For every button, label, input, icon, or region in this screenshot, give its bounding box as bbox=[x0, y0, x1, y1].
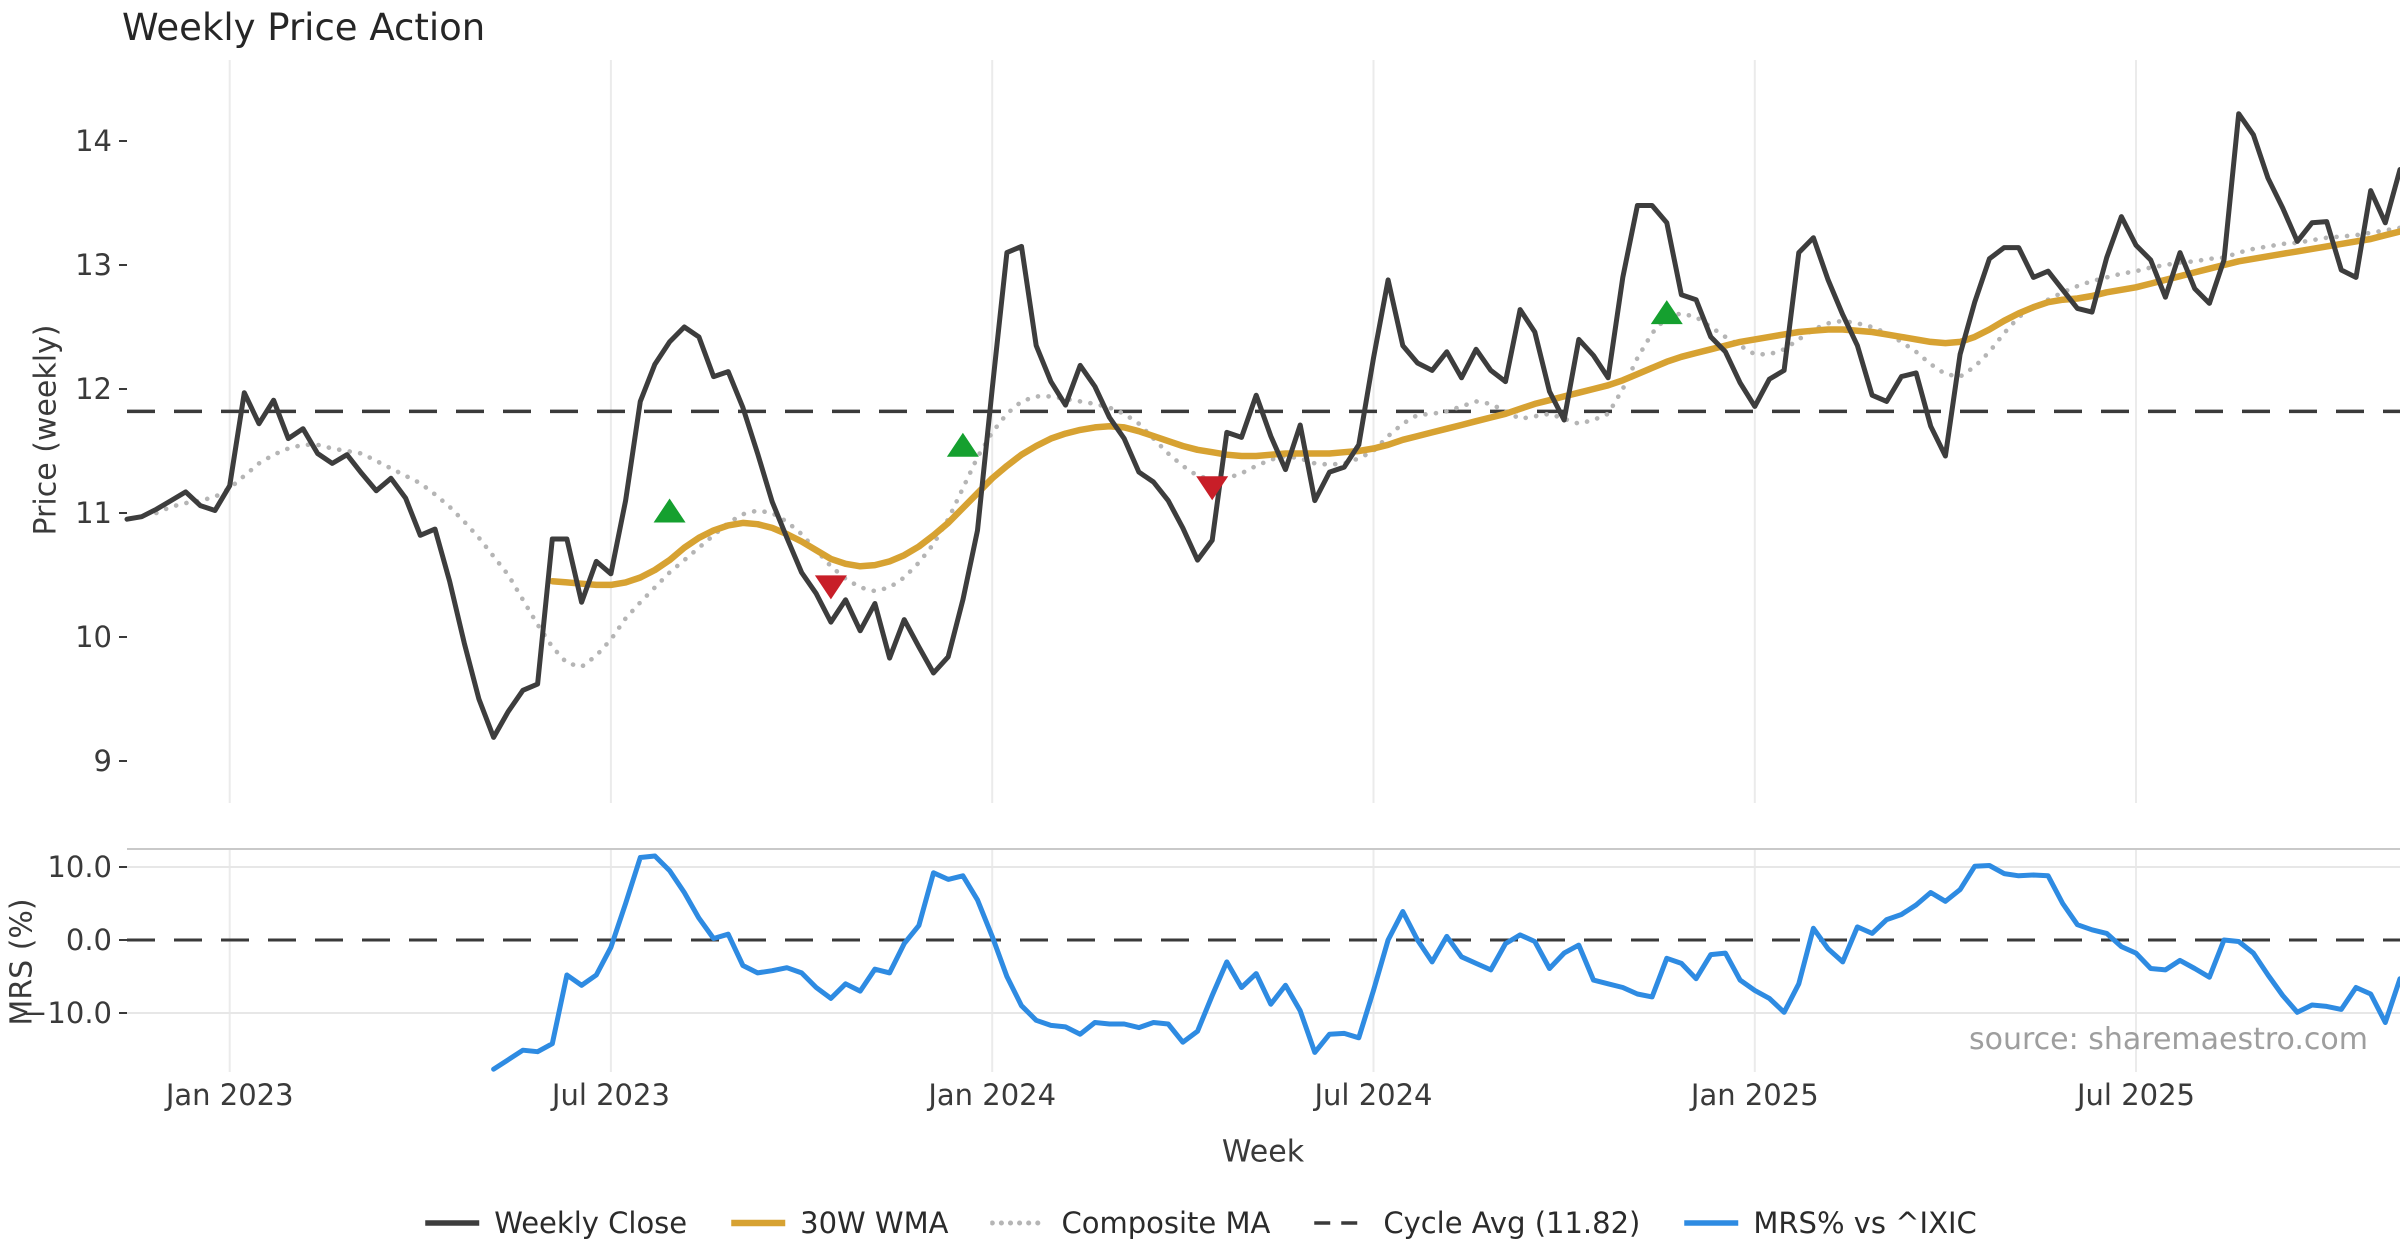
price-y-tick-label: 9 bbox=[94, 744, 112, 778]
legend-swatch-solid bbox=[731, 1219, 786, 1227]
price-y-tick-label: 14 bbox=[75, 124, 112, 158]
weekly-close-line bbox=[124, 111, 2400, 740]
legend: Weekly Close 30W WMA Composite MA Cycle Avg… bbox=[423, 1206, 1977, 1240]
x-tick-label: Jan 2025 bbox=[1689, 1078, 1819, 1112]
x-tick-label: Jan 2023 bbox=[164, 1078, 294, 1112]
x-axis-label: Week bbox=[1221, 1134, 1305, 1170]
mrs-y-tick-label: −10.0 bbox=[23, 996, 112, 1030]
buy-signal-marker bbox=[946, 432, 979, 457]
legend-swatch-dotted bbox=[990, 1220, 1049, 1226]
legend-item: MRS% vs ^IXIC bbox=[1682, 1206, 1977, 1240]
legend-label: Cycle Avg (11.82) bbox=[1383, 1206, 1641, 1240]
chart-title: Weekly Price Action bbox=[122, 6, 486, 49]
wma-line bbox=[549, 228, 2400, 589]
legend-swatch-dashed bbox=[1314, 1221, 1369, 1225]
price-y-tick-label: 11 bbox=[75, 496, 112, 530]
price-y-tick-label: 13 bbox=[75, 248, 112, 282]
buy-signal-marker bbox=[1650, 300, 1683, 325]
source-watermark: source: sharemaestro.com bbox=[1969, 1022, 2368, 1057]
x-tick-label: Jul 2025 bbox=[2075, 1078, 2195, 1112]
price-y-tick-label: 12 bbox=[75, 372, 112, 406]
mrs-line bbox=[491, 853, 2400, 1072]
legend-swatch-solid bbox=[425, 1220, 480, 1226]
price-axis-label: Price (weekly) bbox=[28, 324, 64, 536]
legend-label: MRS% vs ^IXIC bbox=[1753, 1206, 1977, 1240]
buy-signal-marker bbox=[653, 498, 686, 523]
sell-signal-marker bbox=[814, 575, 847, 600]
legend-label: Weekly Close bbox=[494, 1206, 688, 1240]
legend-label: 30W WMA bbox=[800, 1206, 949, 1240]
mrs-y-tick-label: 0.0 bbox=[66, 923, 112, 957]
x-tick-label: Jan 2024 bbox=[926, 1078, 1056, 1112]
mrs-axis-label: MRS (%) bbox=[4, 898, 40, 1026]
legend-item: Weekly Close bbox=[423, 1206, 687, 1240]
legend-swatch-solid bbox=[1684, 1220, 1739, 1226]
x-tick-label: Jul 2023 bbox=[550, 1078, 670, 1112]
legend-item: Cycle Avg (11.82) bbox=[1312, 1206, 1640, 1240]
legend-item: Composite MA bbox=[990, 1206, 1270, 1240]
x-tick-label: Jul 2024 bbox=[1312, 1078, 1432, 1112]
sell-signal-marker bbox=[1196, 476, 1229, 501]
legend-label: Composite MA bbox=[1061, 1206, 1271, 1240]
price-y-tick-label: 10 bbox=[75, 620, 112, 654]
legend-item: 30W WMA bbox=[729, 1206, 948, 1240]
mrs-y-tick-label: 10.0 bbox=[47, 850, 112, 884]
